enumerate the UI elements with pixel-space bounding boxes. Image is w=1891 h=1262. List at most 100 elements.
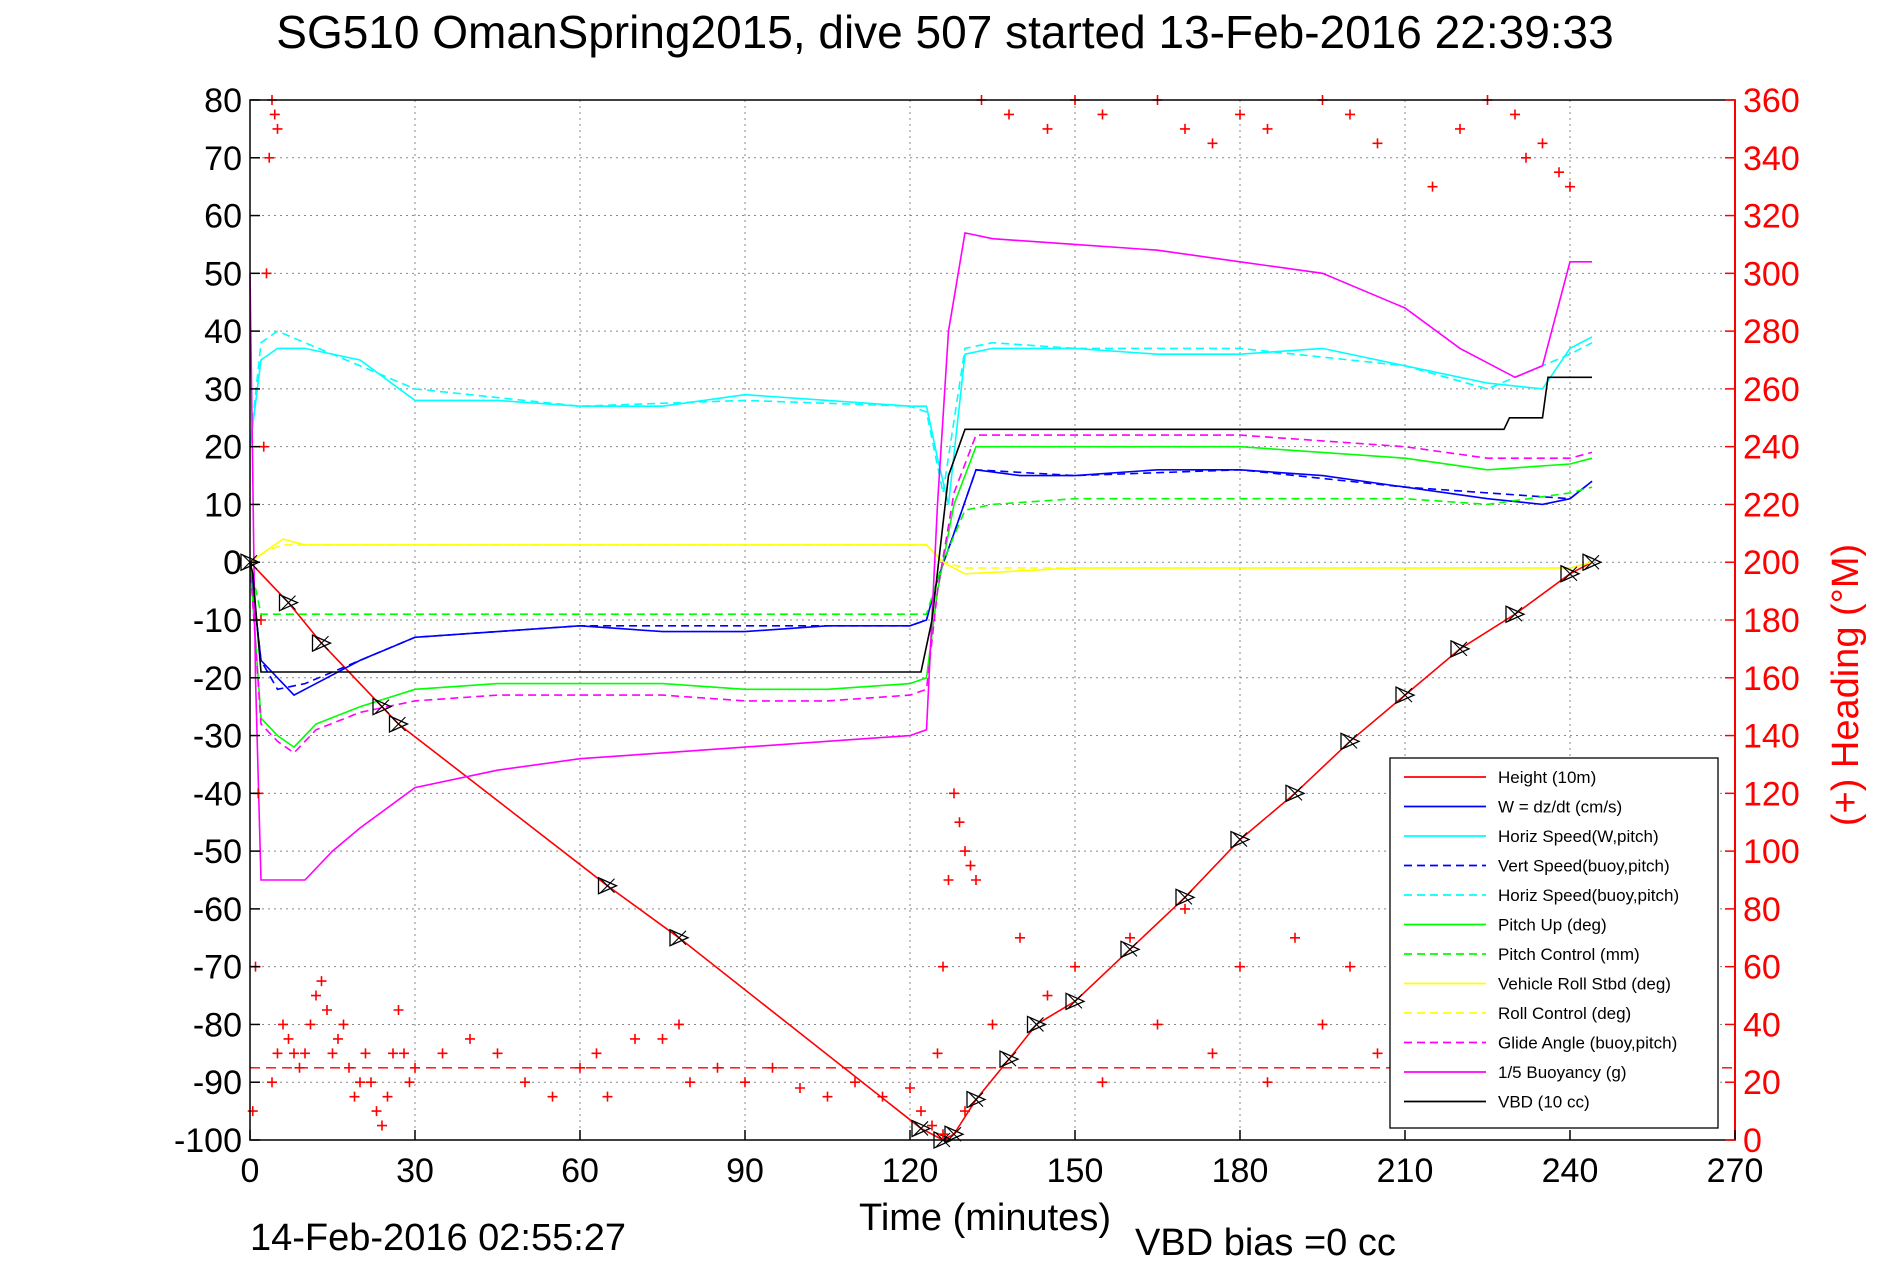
heading-point: [1372, 138, 1383, 149]
marker-cross: [671, 930, 687, 946]
y-right-tick-label: 180: [1743, 602, 1800, 640]
height-marker: [1450, 639, 1471, 658]
heading-point: [1235, 961, 1245, 972]
marker-triangle: [1065, 992, 1086, 1011]
footer-timestamp: 14-Feb-2016 02:55:27: [250, 1217, 626, 1259]
y-right-tick-label: 20: [1743, 1064, 1781, 1102]
heading-point: [932, 1048, 943, 1059]
y-right-axis-label: (+) Heading (°M): [1825, 544, 1867, 826]
legend-entry-6: Pitch Control (mm): [1498, 945, 1640, 964]
y-tick-labels: 80 70 60 50 40 30 20 10 0 -10 -20 -30 -40 -50 -60 -70 -8…: [174, 82, 242, 1160]
marker-triangle: [999, 1050, 1020, 1069]
heading-point: [927, 1120, 937, 1131]
height-marker: [311, 634, 333, 653]
series-line-4: [249, 330, 1593, 494]
heading-point: [965, 860, 976, 871]
heading-point: [1097, 1077, 1108, 1088]
marker-triangle: [311, 634, 333, 653]
heading-point: [311, 990, 321, 1001]
heading-point: [1070, 961, 1080, 972]
legend-entry-4: Horiz Speed(buoy,pitch): [1498, 886, 1679, 905]
y-tick-label: 30: [204, 371, 242, 409]
x-tick-label: 30: [396, 1152, 434, 1190]
marker-cross: [968, 1092, 984, 1107]
y-tick-label: 10: [204, 486, 242, 524]
height-marker: [1285, 784, 1306, 803]
marker-triangle: [1230, 830, 1251, 849]
series-line-1: [249, 468, 1593, 697]
heading-point: [602, 1091, 613, 1102]
heading-point: [674, 1019, 684, 1030]
height-marker: [1505, 605, 1526, 624]
marker-triangle: [1560, 564, 1581, 583]
marker-triangle: [1026, 1015, 1048, 1034]
marker-cross: [1452, 641, 1468, 657]
y-right-tick-label: 40: [1743, 1006, 1781, 1044]
y-tick-label: -100: [174, 1122, 242, 1160]
y-right-tick-label: 140: [1743, 718, 1800, 756]
marker-cross: [1029, 1017, 1044, 1032]
height-marker: [1026, 1015, 1048, 1034]
heading-point: [943, 875, 954, 885]
y-right-tick-label: 160: [1743, 660, 1800, 698]
heading-point: [1207, 1048, 1218, 1059]
y-right-tick-label: 360: [1743, 82, 1800, 120]
heading-point: [388, 1048, 398, 1059]
marker-triangle: [278, 593, 300, 612]
heading-point: [371, 1106, 382, 1117]
heading-point: [1207, 138, 1218, 149]
legend-entry-9: Glide Angle (buoy,pitch): [1498, 1034, 1677, 1053]
height-marker: [372, 697, 393, 716]
heading-point: [949, 788, 959, 799]
y-right-tick-label: 200: [1743, 544, 1800, 582]
heading-point: [971, 875, 981, 885]
heading-point: [272, 123, 283, 134]
heading-point: [1262, 1077, 1273, 1088]
x-tick-labels: 0 30 60 90 120 150 180 210 240 270: [241, 1152, 1764, 1190]
heading-point: [465, 1033, 475, 1044]
heading-point: [360, 1048, 371, 1059]
height-marker: [911, 1119, 932, 1138]
heading-point: [547, 1091, 558, 1102]
heading-point: [1521, 152, 1531, 163]
y-tick-label: -80: [193, 1006, 242, 1044]
heading-point: [877, 1091, 888, 1102]
height-marker: [1230, 830, 1251, 849]
heading-point: [437, 1048, 448, 1059]
heading-point: [905, 1083, 915, 1093]
series-line-5: [249, 445, 1593, 749]
heading-point: [327, 1048, 338, 1059]
heading-point: [1554, 167, 1564, 178]
axes: [249, 99, 1736, 1141]
y-right-tick-label: 0: [1743, 1122, 1762, 1160]
marker-cross: [913, 1121, 929, 1136]
marker-cross: [1397, 687, 1413, 703]
height-marker: [966, 1090, 987, 1109]
x-tick-label: 270: [1707, 1152, 1764, 1190]
marker-triangle: [1505, 605, 1526, 624]
marker-cross: [1584, 554, 1600, 570]
heading-point: [278, 1019, 288, 1030]
marker-triangle: [1340, 732, 1361, 751]
heading-point: [657, 1033, 668, 1044]
legend-box: [1389, 757, 1719, 1129]
heading-point: [1427, 181, 1438, 192]
heading-point: [987, 1019, 998, 1030]
heading-point: [492, 1048, 503, 1059]
y-tick-label: 80: [204, 82, 242, 120]
marker-cross: [600, 878, 615, 894]
heading-point: [1042, 990, 1053, 1001]
legend: Height (10m) W = dz/dt (cm/s) Horiz Speed(…: [1389, 757, 1719, 1129]
x-tick-label: 90: [726, 1152, 764, 1190]
heading-point: [1262, 123, 1273, 134]
heading-point: [1290, 932, 1300, 943]
heading-point: [1180, 123, 1190, 134]
y-tick-label: 20: [204, 429, 242, 467]
heading-point: [1235, 109, 1245, 120]
series-line-8: [249, 544, 1593, 569]
heading-point: [305, 1019, 316, 1030]
heading-point: [261, 268, 272, 279]
marker-triangle: [1450, 639, 1471, 658]
heading-point: [1565, 181, 1575, 192]
legend-entry-3: Vert Speed(buoy,pitch): [1498, 857, 1670, 876]
